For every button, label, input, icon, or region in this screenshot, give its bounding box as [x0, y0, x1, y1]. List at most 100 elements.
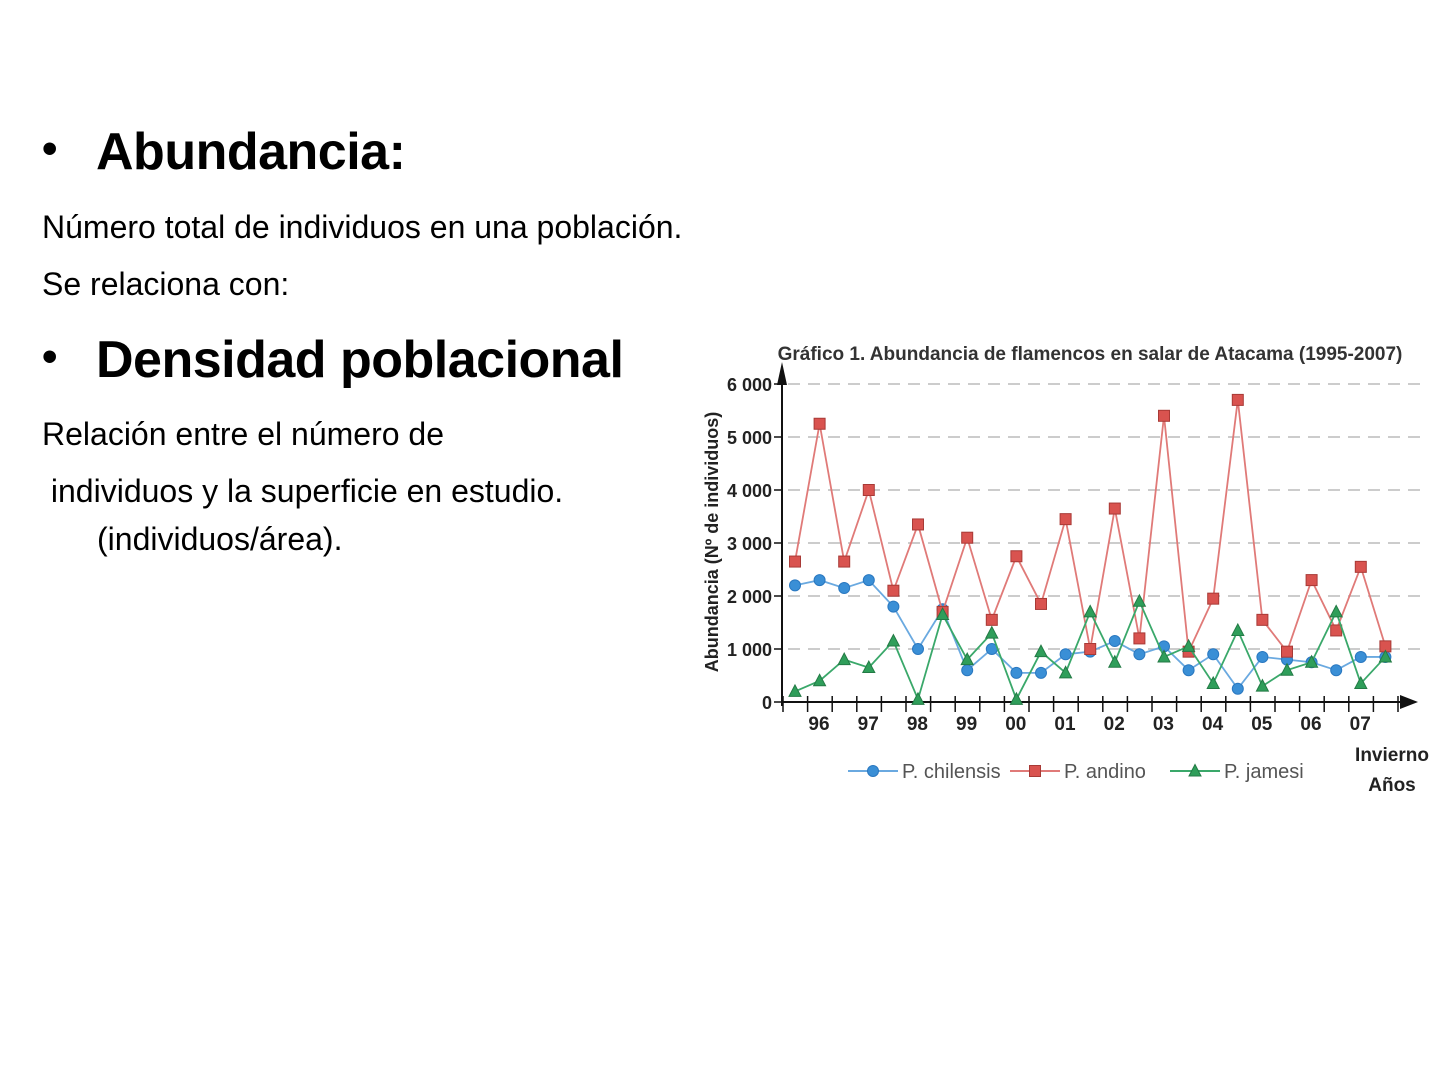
circle-marker-icon — [1108, 635, 1121, 648]
gridlines — [788, 383, 1425, 650]
heading-abundancia: • Abundancia: — [42, 122, 406, 182]
x-tick-label: 02 — [1104, 714, 1125, 735]
triangle-marker-icon — [1181, 638, 1196, 652]
circle-marker-icon — [1010, 666, 1023, 679]
square-marker-icon — [1354, 560, 1367, 573]
x-tick-label: 96 — [808, 714, 829, 735]
y-tick-label: 3 000 — [727, 534, 772, 554]
triangle-marker-icon — [984, 625, 999, 639]
y-tick-label: 0 — [762, 693, 772, 713]
heading-densidad-text: Densidad poblacional — [96, 331, 624, 389]
square-marker-icon — [1010, 550, 1023, 563]
y-tick-label: 2 000 — [727, 587, 772, 607]
triangle-marker-icon — [1188, 763, 1202, 777]
heading-abundancia-text: Abundancia: — [96, 123, 406, 181]
circle-marker-icon — [1256, 650, 1269, 663]
legend-item: P. jamesi — [1170, 761, 1304, 783]
triangle-marker-icon — [1353, 675, 1368, 689]
x-axis-label: Años — [1368, 775, 1416, 796]
triangle-marker-icon — [1107, 654, 1122, 668]
triangle-marker-icon — [1280, 662, 1294, 676]
triangle-marker-icon — [1230, 622, 1245, 636]
definition-densidad-line2: individuos y la superficie en estudio. — [42, 473, 564, 509]
triangle-marker-icon — [1132, 593, 1147, 607]
circle-marker-icon — [838, 582, 851, 595]
square-marker-icon — [1084, 643, 1097, 655]
circle-marker-icon — [1231, 682, 1244, 695]
square-marker-icon — [1305, 574, 1318, 587]
x-tick-label: 07 — [1350, 714, 1371, 735]
series-p--chilensis — [789, 574, 1392, 695]
triangle-marker-icon — [837, 652, 852, 666]
triangle-marker-icon — [960, 652, 975, 666]
square-marker-icon — [1059, 513, 1072, 526]
legend-item: P. chilensis — [848, 761, 1001, 783]
circle-marker-icon — [912, 643, 924, 655]
x-tick-label: 98 — [907, 714, 928, 735]
chart-legend: P. chilensis P. andino P. jamesi — [848, 761, 1304, 783]
x-tick-label: 06 — [1300, 714, 1321, 735]
triangle-marker-icon — [1009, 691, 1024, 705]
circle-marker-icon — [1133, 648, 1146, 661]
x-axis-arrow-icon — [1400, 695, 1418, 709]
axes — [777, 362, 1418, 712]
x-axis-season-label: Invierno — [1355, 745, 1429, 766]
series-p--andino — [789, 393, 1392, 658]
triangle-marker-icon — [1206, 675, 1221, 689]
circle-marker-icon — [1330, 664, 1343, 677]
y-tick-label: 4 000 — [727, 481, 772, 501]
x-tick-label: 99 — [956, 714, 977, 735]
circle-marker-icon — [1182, 664, 1195, 677]
legend-label: P. jamesi — [1224, 761, 1304, 783]
x-tick-label: 03 — [1153, 714, 1174, 735]
definition-abundancia: Número total de individuos en una poblac… — [42, 209, 683, 245]
triangle-marker-icon — [1058, 665, 1073, 679]
triangle-marker-icon — [911, 691, 925, 705]
square-marker-icon — [887, 584, 900, 597]
triangle-marker-icon — [1255, 678, 1270, 692]
square-marker-icon — [1281, 645, 1293, 658]
definition-densidad-line1: Relación entre el número de — [42, 416, 445, 452]
circle-marker-icon — [867, 765, 879, 777]
circle-marker-icon — [1207, 648, 1220, 661]
line-chart: Gráfico 1. Abundancia de flamencos en sa… — [702, 344, 1429, 796]
y-axis-arrow-icon — [777, 362, 787, 385]
square-marker-icon — [1207, 592, 1220, 605]
x-tick-label: 01 — [1054, 714, 1076, 735]
definition-densidad-line3: (individuos/área). — [97, 521, 343, 557]
legend-label: P. andino — [1064, 761, 1146, 783]
circle-marker-icon — [789, 579, 801, 592]
square-marker-icon — [813, 417, 826, 430]
square-marker-icon — [862, 484, 875, 496]
square-marker-icon — [1231, 393, 1244, 406]
triangle-marker-icon — [1304, 654, 1319, 668]
y-tick-label: 1 000 — [727, 640, 772, 660]
square-marker-icon — [838, 555, 851, 568]
square-marker-icon — [1330, 624, 1343, 637]
triangle-marker-icon — [812, 673, 827, 687]
circle-marker-icon — [862, 574, 875, 587]
legend-label: P. chilensis — [902, 761, 1001, 783]
triangle-marker-icon — [935, 606, 950, 621]
square-marker-icon — [1035, 597, 1047, 610]
square-marker-icon — [912, 518, 924, 531]
square-marker-icon — [1108, 502, 1121, 515]
slide-text-panel: • Abundancia: Número total de individuos … — [0, 0, 700, 1080]
square-marker-icon — [985, 613, 998, 626]
y-tick-label: 5 000 — [727, 428, 772, 448]
x-tick-label: 05 — [1251, 714, 1273, 735]
data-series — [788, 393, 1393, 705]
x-tick-label: 04 — [1202, 714, 1224, 735]
triangle-marker-icon — [1378, 649, 1393, 663]
triangle-marker-icon — [1329, 604, 1344, 618]
bullet-icon: • — [42, 124, 57, 173]
x-tick-label: 00 — [1005, 714, 1026, 735]
relation-label: Se relaciona con: — [42, 266, 290, 302]
heading-densidad: • Densidad poblacional — [42, 330, 624, 390]
series-p--jamesi — [788, 593, 1393, 705]
triangle-marker-icon — [861, 659, 876, 674]
square-marker-icon — [789, 555, 801, 568]
triangle-marker-icon — [1034, 644, 1048, 658]
circle-marker-icon — [1059, 648, 1072, 661]
x-tick-label: 97 — [858, 714, 879, 735]
